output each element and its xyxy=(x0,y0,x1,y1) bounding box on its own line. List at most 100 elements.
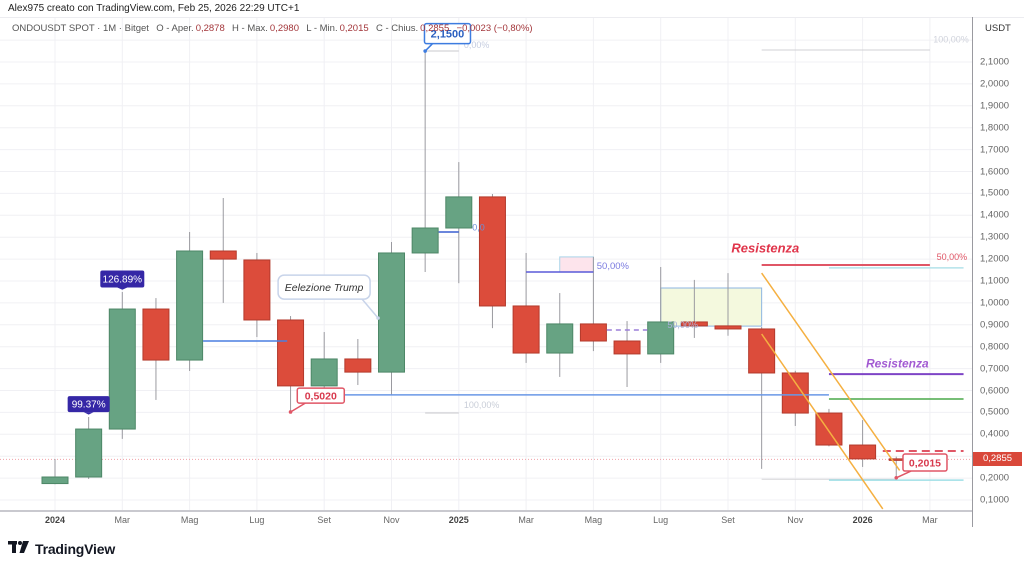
time-axis[interactable] xyxy=(0,510,972,530)
symbol-name[interactable]: ONDOUSDT SPOT · 1M · Bitget xyxy=(12,23,149,34)
price-tick-label: 0,8000 xyxy=(980,341,1010,353)
fib-zone-jul-sep-2025[interactable] xyxy=(660,287,763,327)
price-tick-label: 1,7000 xyxy=(980,144,1010,156)
candle-2025-07[interactable] xyxy=(647,321,675,355)
candle-2025-09[interactable] xyxy=(714,325,742,330)
tradingview-brand: TradingView xyxy=(35,541,116,557)
candlestick-chart[interactable]: 0,0 0,00% 100,00% 50,00% 50,00% Resistenza 50,… xyxy=(0,18,972,510)
candle-2025-08[interactable] xyxy=(680,321,708,327)
candle-2026-01[interactable] xyxy=(849,444,877,460)
price-tick-label: 0,2000 xyxy=(980,472,1010,484)
fib-100pct-text-top[interactable]: 100,00% xyxy=(933,34,969,44)
footer-branding: TradingView xyxy=(8,540,115,558)
chart-pane[interactable]: 0,0 0,00% 100,00% 50,00% 50,00% Resistenza 50,… xyxy=(0,18,972,510)
channel-lower-line[interactable] xyxy=(761,333,884,510)
low-price-callout-2026-box[interactable] xyxy=(902,453,948,472)
time-tick-label: Mar xyxy=(518,515,534,525)
chart-credit: Alex975 creato con TradingView.com, Feb … xyxy=(8,3,300,14)
open-value: 0,2878 xyxy=(195,23,225,34)
price-tick-label: 1,1000 xyxy=(980,275,1010,287)
candle-2024-04[interactable] xyxy=(142,308,170,361)
candle-2024-10[interactable] xyxy=(344,358,372,373)
candle-2024-05[interactable] xyxy=(176,250,204,361)
candle-2025-04[interactable] xyxy=(546,323,574,354)
election-trump-note-pointer xyxy=(361,298,379,319)
low-price-callout-2026-text: 0,2015 xyxy=(909,457,941,469)
high-price-callout-anchor xyxy=(423,49,427,53)
high-value: 0,2980 xyxy=(269,23,299,34)
time-tick-label: 2026 xyxy=(852,515,873,525)
candle-2025-11[interactable] xyxy=(781,372,809,414)
close-value: 0,2855 xyxy=(420,23,450,34)
channel-upper-line[interactable] xyxy=(761,272,901,471)
time-tick-label: Nov xyxy=(787,515,804,525)
candle-2025-03[interactable] xyxy=(512,305,540,354)
fib-50pct-text-may[interactable]: 50,00% xyxy=(597,261,630,272)
fib-zone-may-2025[interactable] xyxy=(559,256,594,273)
time-tick-label: Nov xyxy=(383,515,400,525)
candle-2024-07[interactable] xyxy=(243,259,271,321)
price-tick-label: 0,7000 xyxy=(980,363,1010,375)
candle-2024-03[interactable] xyxy=(108,308,136,430)
header-divider xyxy=(0,17,1024,18)
price-tick-label: 0,4000 xyxy=(980,428,1010,440)
fib-100pct-text[interactable]: 100,00% xyxy=(464,400,500,410)
candle-2024-12[interactable] xyxy=(411,227,439,254)
time-tick-label: Lug xyxy=(653,515,669,525)
price-tick-label: 1,0000 xyxy=(980,297,1010,309)
fib-50pct-text-red[interactable]: 50,00% xyxy=(937,252,968,262)
symbol-legend: ONDOUSDT SPOT · 1M · Bitget O - Aper. 0,2… xyxy=(12,23,535,34)
election-trump-note-anchor xyxy=(376,316,380,320)
candle-2025-02[interactable] xyxy=(478,196,506,307)
high-label: H - Max. xyxy=(232,23,268,34)
price-tick-label: 1,3000 xyxy=(980,231,1010,243)
gain-label-99-box[interactable] xyxy=(67,396,110,413)
price-tick-label: 1,5000 xyxy=(980,187,1010,199)
price-tick-label: 2,0000 xyxy=(980,78,1010,90)
time-tick-label: Set xyxy=(721,515,735,525)
price-axis[interactable] xyxy=(972,17,1024,527)
candle-2024-06[interactable] xyxy=(209,250,237,260)
low-value: 0,2015 xyxy=(339,23,369,34)
election-trump-note-box[interactable] xyxy=(277,274,371,300)
high-price-callout-box[interactable] xyxy=(423,22,472,45)
price-tick-label: 1,8000 xyxy=(980,122,1010,134)
fib-0pct-text[interactable]: 0,00% xyxy=(464,40,490,50)
price-tick-label: 0,6000 xyxy=(980,385,1010,396)
resistenza-purple-label[interactable]: Resistenza xyxy=(866,357,929,371)
candle-2024-11[interactable] xyxy=(378,252,405,373)
candle-2024-01[interactable] xyxy=(41,476,69,485)
time-tick-label: Mar xyxy=(114,515,131,525)
gain-label-126-box[interactable] xyxy=(100,270,145,288)
fib-0-text[interactable]: 0,0 xyxy=(472,223,485,233)
resistenza-red-label[interactable]: Resistenza xyxy=(731,241,799,256)
low-price-callout-2024-pointer xyxy=(290,402,306,413)
candle-2024-09[interactable] xyxy=(310,358,338,387)
candle-2024-08[interactable] xyxy=(277,319,305,387)
time-tick-label: Lug xyxy=(249,515,265,525)
change-value: −0,0023 (−0,80%) xyxy=(456,23,533,34)
candle-2025-05[interactable] xyxy=(579,323,607,342)
low-price-callout-2024-box[interactable] xyxy=(296,387,346,404)
candle-2025-01[interactable] xyxy=(445,196,473,229)
low-price-callout-2026-pointer xyxy=(895,470,912,479)
candle-2025-10[interactable] xyxy=(748,328,776,374)
time-tick-label: Set xyxy=(317,515,331,525)
low-price-callout-2024-text: 0,5020 xyxy=(305,390,337,402)
fib-50pct-text-jul[interactable]: 50,00% xyxy=(667,320,698,330)
price-tick-label: 1,6000 xyxy=(980,166,1010,177)
price-tick-label: 2,1000 xyxy=(980,56,1010,68)
candle-2024-02[interactable] xyxy=(75,428,103,478)
low-label: L - Min. xyxy=(306,23,338,34)
price-tick-label: 0,1000 xyxy=(980,494,1010,506)
currency-unit: USDT xyxy=(983,23,1013,34)
gain-label-99-text: 99.37% xyxy=(72,400,106,411)
price-tick-label: 0,9000 xyxy=(980,319,1010,331)
candle-2025-06[interactable] xyxy=(613,340,641,355)
gain-label-126-arrow xyxy=(117,287,128,290)
open-label: O - Aper. xyxy=(156,23,194,34)
time-tick-label: Mag xyxy=(180,515,199,525)
price-tick-label: 1,9000 xyxy=(980,100,1010,112)
price-tick-label: 1,2000 xyxy=(980,253,1010,265)
time-tick-label: 2025 xyxy=(448,515,469,525)
